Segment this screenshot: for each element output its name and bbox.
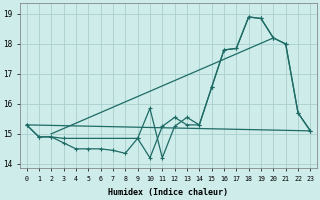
X-axis label: Humidex (Indice chaleur): Humidex (Indice chaleur) bbox=[108, 188, 228, 197]
